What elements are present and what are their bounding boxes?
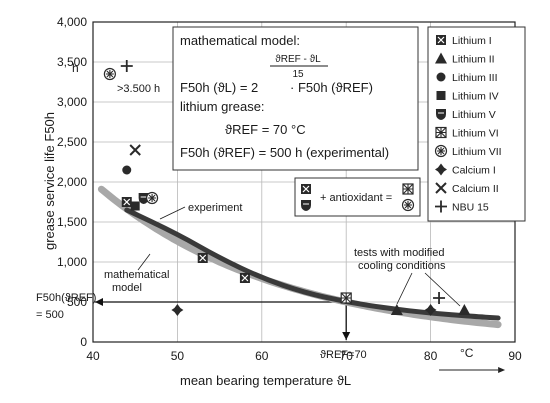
antioxidant-markers [301,183,415,212]
data-point [103,67,116,81]
legend-label: Lithium III [452,72,498,84]
antioxidant-marker [402,183,414,195]
data-points [103,60,471,316]
formula-exponent-top: ϑREF - ϑL [275,54,321,65]
annotation-fref-label: F50h(ϑREF) [36,292,96,304]
antioxidant-marker [301,200,311,211]
legend-marker [436,109,446,120]
legend-marker [436,35,446,45]
y-axis-label: grease service life F50h [42,112,57,250]
y-tick-label: 0 [80,335,87,349]
data-point [340,292,352,304]
legend-marker [435,182,447,194]
y-tick-label: 1,500 [57,215,87,229]
curves [95,185,502,340]
y-unit: h [72,61,79,75]
y-tick-label: 3,500 [57,55,87,69]
legend-label: NBU 15 [452,202,489,214]
annotation-model-line2: model [112,282,142,294]
tref-arrowhead [342,332,351,340]
x-unit: °C [460,346,474,360]
x-tick-label: 60 [255,349,269,363]
formula-line4: ϑREF = 70 °C [225,122,306,137]
formula-exponent-bottom: 15 [292,69,304,80]
formula-lhs: F50h (ϑL) = 2 [180,80,258,95]
legend-marker [435,163,447,176]
annotation-model-line1: mathematical [104,269,169,281]
y-tick-label: 2,000 [57,175,87,189]
legend-marker [435,126,447,139]
data-point [197,253,208,263]
antioxidant-marker [301,184,311,194]
data-point [130,201,140,211]
y-tick-label: 1,000 [57,255,87,269]
x-tick-label: 40 [86,349,100,363]
formula-line1: mathematical model: [180,33,300,48]
legend-marker [435,200,447,213]
data-point [433,292,446,304]
legend: Lithium I Lithium II Lithium III Lithium IV… [427,26,526,222]
annotation-over-3500: >3.500 h [117,83,160,95]
data-point [122,165,132,175]
legend-marker [436,91,446,100]
antioxidant-marker [401,198,415,212]
annotation-fref-value: = 500 [36,309,64,321]
data-point [458,304,471,315]
y-tick-label: 3,000 [57,95,87,109]
data-point [120,60,133,72]
legend-marker [434,144,448,158]
legend-label: Lithium I [452,35,492,47]
antioxidant-box: + antioxidant = [294,177,421,217]
x-tick-label: 70 [340,349,354,363]
data-point [145,191,159,205]
legend-label: Lithium VI [452,128,499,140]
experiment-curve [124,207,501,321]
y-tick-label: 2,500 [57,135,87,149]
x-axis-arrowhead [498,367,506,373]
formula-box: mathematical model: ϑREF - ϑL 15 F50h (ϑ… [172,26,419,171]
data-point [129,144,141,156]
fref-arrowhead [95,298,103,306]
annotation-tref-label: ϑREF=70 [320,349,367,361]
x-tick-label: 80 [424,349,438,363]
annotation-tests-line1: tests with modified [354,247,444,259]
data-point [239,273,250,283]
formula-rhs: · F50h (ϑREF) [290,80,373,95]
x-tick-label: 50 [171,349,185,363]
x-tick-label: 90 [508,349,522,363]
data-point [121,197,132,207]
data-point [424,304,437,316]
legend-label: Lithium II [452,54,495,66]
legend-label: Calcium II [452,183,499,195]
formula-line3: lithium grease: [180,99,265,114]
y-tick-label: 4,000 [57,15,87,29]
annotation-tests-line2: cooling conditions [358,260,446,272]
legend-label: Lithium VII [452,146,502,158]
legend-label: Lithium V [452,109,496,121]
formula-line5: F50h (ϑREF) = 500 h (experimental) [180,145,389,160]
data-point [390,304,403,315]
x-axis-label: mean bearing temperature ϑL [180,373,351,388]
legend-label: Calcium I [452,165,496,177]
data-point [171,304,184,316]
annotation-experiment: experiment [188,202,242,214]
antioxidant-label: + antioxidant = [320,192,392,204]
legend-label: Lithium IV [452,91,499,103]
legend-marker [435,52,447,64]
legend-marker [436,72,446,82]
y-tick-label: 500 [67,295,87,309]
data-point [138,193,149,204]
